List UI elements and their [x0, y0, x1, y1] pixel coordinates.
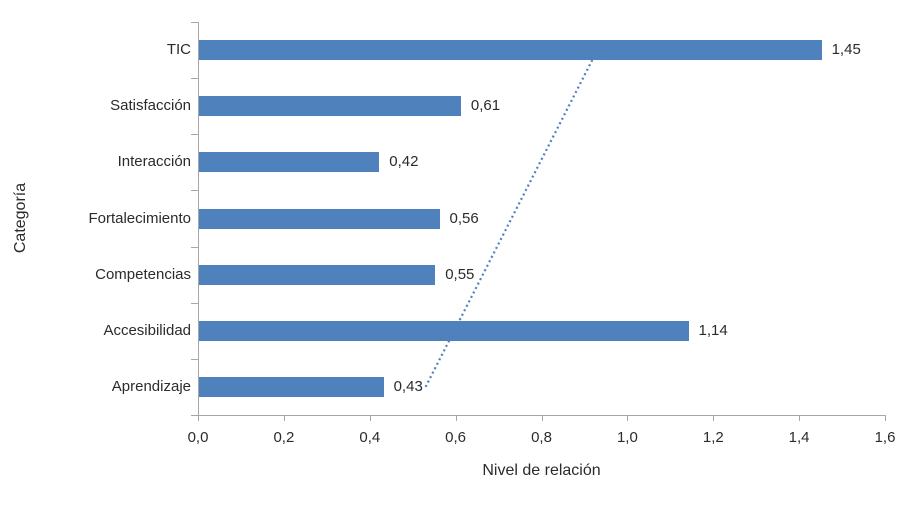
value-label: 1,45 [831, 41, 861, 59]
value-label: 1,14 [698, 321, 728, 339]
value-label: 0,61 [470, 97, 501, 115]
category-label: TIC [166, 41, 191, 59]
y-axis-tick [191, 415, 198, 416]
x-axis-tick [713, 416, 715, 421]
x-axis-tick [541, 416, 543, 421]
x-tick-label: 0,6 [445, 429, 467, 446]
x-tick-label: 0,0 [187, 429, 209, 446]
x-axis-title: Nivel de relación [482, 462, 601, 479]
x-tick-label: 1,6 [874, 429, 896, 446]
trendline [424, 49, 599, 388]
category-label: Competencias [95, 265, 191, 283]
x-tick-label: 1,2 [702, 429, 724, 446]
x-axis-tick [799, 416, 801, 421]
y-axis-tick [191, 358, 198, 360]
bar [199, 208, 440, 229]
bar [199, 376, 384, 397]
x-axis-tick [283, 416, 285, 421]
category-label: Fortalecimiento [88, 209, 191, 227]
x-tick-label: 0,4 [359, 429, 381, 446]
category-label: Interacción [117, 153, 191, 171]
x-tick-label: 1,0 [616, 429, 638, 446]
x-tick-label: 0,2 [273, 429, 295, 446]
category-label: Aprendizaje [111, 377, 191, 395]
value-label: 0,55 [445, 265, 475, 283]
bar [199, 264, 436, 285]
x-axis-tick [369, 416, 371, 421]
x-tick-label: 1,4 [788, 429, 810, 446]
value-label: 0,43 [393, 377, 423, 395]
bar [199, 320, 689, 341]
y-axis-tick [191, 134, 198, 136]
bar [199, 96, 461, 117]
bar [199, 40, 822, 61]
y-axis-tick [191, 190, 198, 192]
y-axis-tick [191, 22, 198, 23]
category-label: Accesibilidad [103, 321, 191, 339]
category-label: Satisfacción [110, 97, 191, 115]
x-axis-tick [627, 416, 629, 421]
y-axis-tick [191, 246, 198, 248]
value-label: 0,56 [449, 209, 479, 227]
y-axis-tick [191, 302, 198, 304]
value-label: 0,42 [389, 153, 419, 171]
y-axis-tick [191, 78, 198, 80]
x-axis-tick [198, 416, 199, 421]
x-axis-tick [455, 416, 457, 421]
x-axis-tick [885, 416, 886, 421]
bar [199, 152, 380, 173]
x-tick-label: 0,8 [531, 429, 552, 446]
plot-area [198, 22, 886, 416]
